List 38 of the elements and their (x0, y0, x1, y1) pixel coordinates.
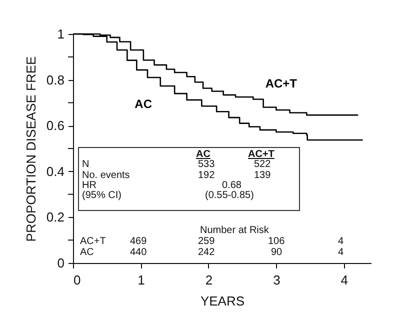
x-tick-label: 2 (205, 272, 213, 288)
annotation: 522 (254, 159, 271, 170)
annotation: No. events (82, 170, 130, 181)
series-label: AC (134, 96, 152, 111)
y-tick-label: 0.6 (46, 118, 64, 134)
annotation: 469 (130, 236, 147, 247)
annotation: 440 (130, 247, 147, 258)
annotation: 0.68 (222, 180, 242, 191)
annotation: 106 (268, 236, 285, 247)
annotation: 139 (254, 170, 271, 181)
annotation: 242 (198, 247, 215, 258)
y-tick-label: 0 (57, 256, 64, 270)
annotation: AC (80, 247, 94, 258)
x-tick-label: 1 (138, 272, 145, 288)
annotation: AC+T (248, 149, 274, 160)
x-tick-label: 4 (340, 272, 348, 288)
annotation: Number at Risk (200, 225, 269, 236)
annotation: 533 (198, 159, 215, 170)
y-tick-label: 1 (57, 26, 64, 42)
annotation: 4 (338, 247, 344, 258)
y-tick-label: 0.8 (46, 72, 64, 88)
x-tick-label: 0 (74, 272, 81, 288)
y-axis-title: PROPORTION DISEASE FREE (23, 56, 38, 242)
annotation: AC+T (80, 236, 106, 247)
annotation: AC (196, 149, 210, 160)
annotation: N (82, 159, 90, 170)
annotation: (0.55-0.85) (205, 190, 254, 201)
annotation: (95% CI) (82, 190, 122, 201)
y-tick-label: 0.2 (46, 210, 64, 225)
annotation: 4 (338, 236, 344, 247)
annotation: 90 (271, 247, 282, 258)
x-axis-title: YEARS (200, 294, 245, 308)
annotation: 259 (198, 236, 215, 247)
series-label: AC+T (265, 76, 298, 90)
annotation: HR (82, 180, 96, 191)
annotation: 192 (198, 170, 215, 181)
y-tick-label: 0.4 (46, 164, 64, 179)
x-tick-label: 3 (273, 272, 280, 288)
